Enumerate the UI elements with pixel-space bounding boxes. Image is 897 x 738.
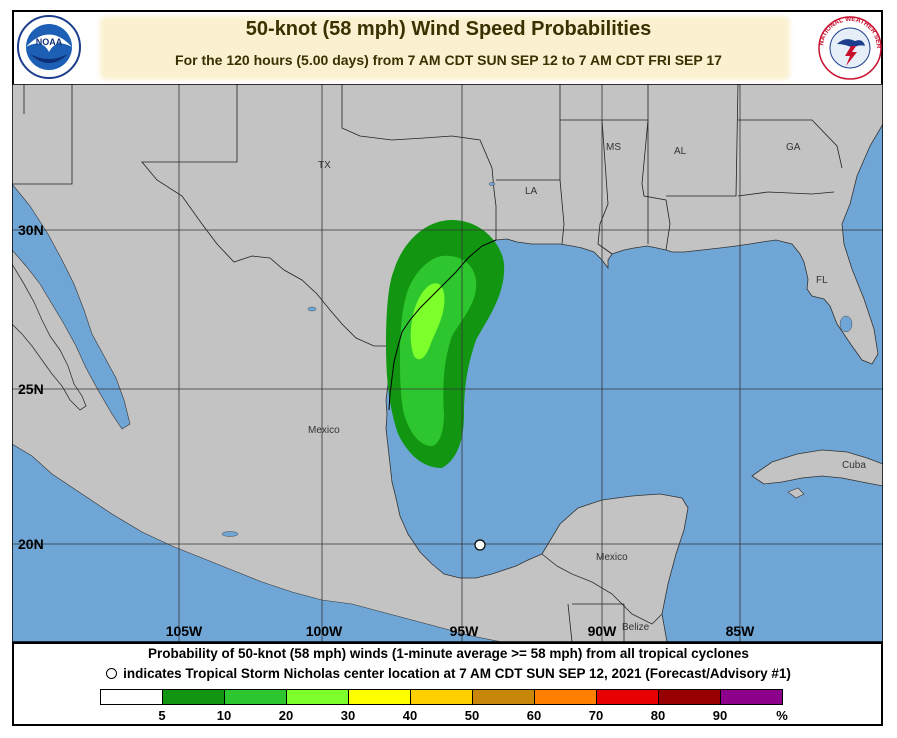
region-label-al: AL xyxy=(674,146,687,157)
region-label-cuba: Cuba xyxy=(842,460,866,471)
region-label-belize: Belize xyxy=(622,622,650,633)
region-label-tx: TX xyxy=(318,160,331,171)
lon-label-90w: 90W xyxy=(588,623,618,639)
legend-swatch xyxy=(348,689,411,705)
legend-tick-label: 70 xyxy=(588,708,604,723)
probability-legend xyxy=(100,689,783,705)
footer-storm-note-text: indicates Tropical Storm Nicholas center… xyxy=(123,666,791,681)
prob-contour-20-30 xyxy=(410,283,445,360)
lon-label-105w: 105W xyxy=(166,623,203,639)
land-isle-of-youth xyxy=(787,487,805,499)
land-cuba xyxy=(751,449,883,487)
legend-swatch xyxy=(224,689,287,705)
region-label-ms: MS xyxy=(606,142,621,153)
legend-tick-label: 50 xyxy=(464,708,480,723)
legend-swatch xyxy=(410,689,473,705)
legend-tick-label: 5 xyxy=(158,708,166,723)
lon-label-95w: 95W xyxy=(450,623,480,639)
footer-storm-note: indicates Tropical Storm Nicholas center… xyxy=(0,666,897,681)
region-label-fl: FL xyxy=(816,275,828,286)
gulf-of-california xyxy=(12,183,131,430)
noaa-logo-text: NOAA xyxy=(36,37,63,47)
region-label-mexico: Mexico xyxy=(308,425,340,436)
storm-center-icon xyxy=(474,539,486,551)
political-borders xyxy=(12,84,843,642)
pacific-coast xyxy=(12,443,503,642)
land-north-america xyxy=(12,84,883,642)
legend-swatch xyxy=(596,689,659,705)
probability-map: TX LA MS AL GA FL Mexico Mexico Cuba Bel… xyxy=(12,84,883,642)
national-weather-service-logo-icon: NATIONAL WEATHER SERVICE xyxy=(815,14,882,80)
noaa-logo-icon: NOAA xyxy=(17,15,81,79)
lat-label-25n: 25N xyxy=(18,381,44,397)
page-subtitle: For the 120 hours (5.00 days) from 7 AM … xyxy=(175,52,722,68)
title-highlight xyxy=(100,16,790,80)
legend-swatch xyxy=(472,689,535,705)
land-baja-california xyxy=(12,263,87,411)
lat-label-20n: 20N xyxy=(18,536,44,552)
lat-lon-grid xyxy=(12,84,883,642)
legend-swatch xyxy=(286,689,349,705)
legend-tick-label: 30 xyxy=(340,708,356,723)
lon-label-85w: 85W xyxy=(726,623,756,639)
texas-coastline xyxy=(388,239,497,411)
legend-tick-label: 40 xyxy=(402,708,418,723)
footer xyxy=(12,642,883,728)
lon-label-100w: 100W xyxy=(306,623,343,639)
legend-tick-label: 20 xyxy=(278,708,294,723)
legend-swatch xyxy=(162,689,225,705)
storm-location-icon xyxy=(106,668,118,679)
lakes xyxy=(221,182,853,537)
legend-swatch xyxy=(534,689,597,705)
lat-label-30n: 30N xyxy=(18,222,44,238)
legend-swatch xyxy=(658,689,721,705)
legend-tick-label: 80 xyxy=(650,708,666,723)
region-label-ga: GA xyxy=(786,142,801,153)
legend-swatch xyxy=(100,689,163,705)
page-title: 50-knot (58 mph) Wind Speed Probabilitie… xyxy=(245,18,652,40)
legend-swatch xyxy=(720,689,783,705)
region-label-la: LA xyxy=(525,186,538,197)
legend-tick-label: % xyxy=(776,708,788,723)
region-label-mexico-yucatan: Mexico xyxy=(596,552,628,563)
legend-tick-label: 10 xyxy=(216,708,232,723)
footer-description: Probability of 50-knot (58 mph) winds (1… xyxy=(148,646,749,661)
legend-tick-label: 90 xyxy=(712,708,728,723)
legend-tick-label: 60 xyxy=(526,708,542,723)
